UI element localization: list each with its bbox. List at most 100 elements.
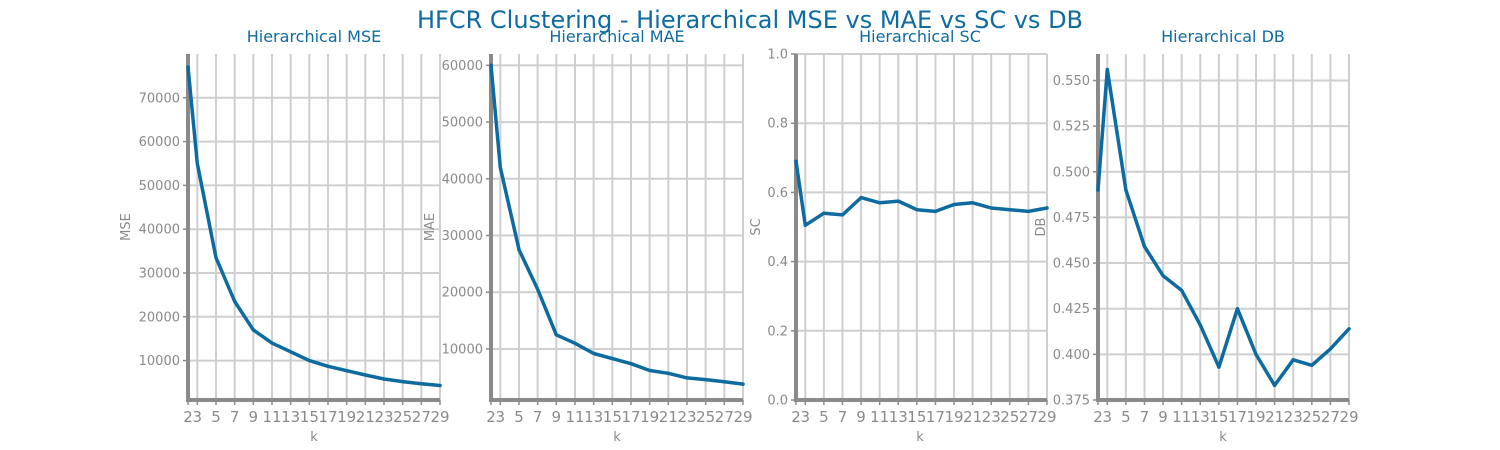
data-point xyxy=(419,382,423,386)
data-point xyxy=(1273,383,1277,387)
x-tick-label: 11 xyxy=(870,408,889,426)
y-tick-label: 20000 xyxy=(139,310,180,325)
data-point xyxy=(270,341,274,345)
x-tick-label: 23 xyxy=(982,408,1001,426)
y-tick-label: 0.425 xyxy=(1053,302,1090,317)
data-point xyxy=(794,159,798,163)
data-point xyxy=(573,341,577,345)
x-tick-label: 25 xyxy=(1302,408,1321,426)
data-point xyxy=(195,161,199,166)
data-point xyxy=(878,201,882,205)
data-point xyxy=(722,380,726,384)
y-tick-label: 60000 xyxy=(442,59,483,74)
data-point xyxy=(1096,188,1100,192)
y-tick-label: 40000 xyxy=(442,172,483,187)
panel-title: Hierarchical DB xyxy=(1161,27,1285,46)
y-tick-label: 0.375 xyxy=(1053,394,1090,409)
y-tick-label: 30000 xyxy=(139,266,180,281)
y-tick-label: 70000 xyxy=(139,91,180,106)
data-point xyxy=(251,328,255,332)
x-tick-label: 17 xyxy=(1228,408,1247,426)
x-tick-label: 29 xyxy=(733,408,752,426)
data-point xyxy=(933,209,938,214)
y-tick-label: 0.4 xyxy=(767,255,788,270)
data-point xyxy=(1310,363,1314,367)
x-tick-label: 2 xyxy=(486,408,496,426)
x-axis-label: k xyxy=(613,430,621,445)
data-point xyxy=(214,256,218,260)
x-tick-label: 9 xyxy=(856,408,866,426)
data-point xyxy=(401,380,405,384)
x-tick-label: 27 xyxy=(715,408,734,426)
data-point xyxy=(1124,188,1128,192)
data-point xyxy=(685,376,689,380)
plot-area: 2 3 5 7 9 11 13 15 17 19 21 23 25 27 290.00.20.40.60.8… xyxy=(767,48,1056,427)
x-tick-label: 15 xyxy=(1209,408,1228,426)
y-tick-label: 50000 xyxy=(139,179,180,194)
y-tick-label: 0.475 xyxy=(1053,211,1090,226)
data-point xyxy=(186,65,190,69)
x-tick-label: 9 xyxy=(1158,408,1168,426)
data-point xyxy=(1026,209,1031,214)
data-point xyxy=(289,350,293,354)
x-tick-label: 17 xyxy=(926,408,945,426)
data-point xyxy=(1291,358,1295,362)
x-tick-label: 13 xyxy=(1191,408,1210,426)
y-tick-label: 0.550 xyxy=(1053,74,1090,89)
x-tick-label: 21 xyxy=(356,408,375,426)
x-tick-label: 3 xyxy=(801,408,811,426)
y-axis-label: MSE xyxy=(119,213,134,241)
panel-title: Hierarchical SC xyxy=(859,27,981,46)
x-tick-label: 19 xyxy=(1246,408,1265,426)
x-tick-label: 7 xyxy=(230,408,240,426)
data-point xyxy=(307,358,311,363)
data-point xyxy=(1008,208,1012,212)
data-point xyxy=(1235,307,1240,311)
x-tick-label: 5 xyxy=(819,408,829,426)
data-point xyxy=(536,287,540,291)
x-tick-label: 25 xyxy=(1000,408,1019,426)
y-tick-label: 30000 xyxy=(442,229,483,244)
data-point xyxy=(896,199,900,203)
plot-area: 2 3 5 7 9 11 13 15 17 19 21 23 25 27 29100002000030000… xyxy=(442,54,753,426)
plot-area: 2 3 5 7 9 11 13 15 17 19 21 23 25 27 29100002000030000… xyxy=(139,54,450,426)
x-tick-label: 5 xyxy=(514,408,524,426)
y-tick-label: 0.525 xyxy=(1053,120,1090,135)
x-tick-label: 21 xyxy=(963,408,982,426)
data-point xyxy=(1328,347,1333,351)
x-tick-label: 19 xyxy=(944,408,963,426)
y-tick-label: 0.6 xyxy=(767,186,788,201)
x-tick-label: 11 xyxy=(1172,408,1191,426)
x-tick-label: 29 xyxy=(1339,408,1358,426)
plot-area: 2 3 5 7 9 11 13 15 17 19 21 23 25 27 290.3750.4000.425… xyxy=(1053,54,1359,426)
data-point xyxy=(1180,288,1184,293)
data-point xyxy=(1142,245,1147,249)
data-point xyxy=(666,371,670,375)
x-tick-label: 2 xyxy=(183,408,193,426)
x-tick-label: 13 xyxy=(281,408,300,426)
data-point xyxy=(592,351,596,356)
data-point xyxy=(648,368,652,373)
data-point xyxy=(1045,206,1049,210)
x-tick-label: 17 xyxy=(318,408,337,426)
x-tick-label: 27 xyxy=(1321,408,1340,426)
data-point xyxy=(629,362,633,366)
x-tick-label: 2 xyxy=(1093,408,1103,426)
data-point xyxy=(704,377,708,382)
x-tick-label: 19 xyxy=(640,408,659,426)
data-point xyxy=(803,223,807,227)
x-tick-label: 27 xyxy=(412,408,431,426)
data-point xyxy=(363,373,367,377)
x-tick-label: 29 xyxy=(1037,408,1056,426)
y-tick-label: 10000 xyxy=(442,342,483,357)
data-point xyxy=(1217,365,1221,369)
x-tick-label: 23 xyxy=(374,408,393,426)
y-axis-label: DB xyxy=(1034,218,1049,237)
x-tick-label: 27 xyxy=(1019,408,1038,426)
y-tick-label: 40000 xyxy=(139,223,180,238)
data-point xyxy=(345,369,349,373)
data-point xyxy=(382,377,386,381)
x-axis-label: k xyxy=(310,430,318,445)
y-tick-label: 50000 xyxy=(442,116,483,131)
x-tick-label: 17 xyxy=(621,408,640,426)
